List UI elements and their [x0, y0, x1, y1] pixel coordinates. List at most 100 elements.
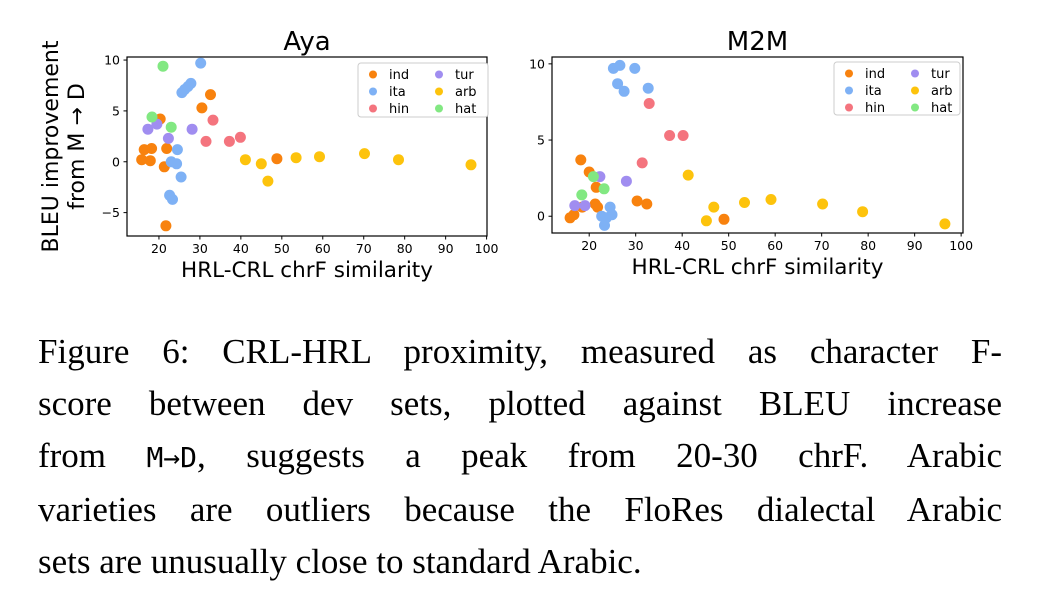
- x-tick-label: 90: [438, 241, 454, 256]
- y-tick-label: −5: [102, 205, 120, 220]
- x-tick-label: 30: [628, 238, 644, 253]
- data-point-arb: [393, 154, 404, 166]
- y-tick-label: 5: [112, 103, 120, 118]
- caption-text: varieties are outliers because the FloRe…: [38, 490, 1002, 529]
- data-point-arb: [739, 197, 750, 208]
- data-point-ita: [195, 57, 207, 69]
- legend-marker-ita: [369, 87, 377, 96]
- data-point-hin: [207, 114, 219, 126]
- chart-title: M2M: [727, 27, 788, 57]
- mono-m-to-d: M→D: [146, 441, 198, 474]
- y-tick-label: 5: [537, 133, 545, 148]
- data-point-arb: [765, 194, 777, 205]
- caption-text: score between dev sets, plotted against …: [38, 384, 1002, 423]
- data-point-ita: [614, 59, 626, 71]
- data-point-hin: [643, 98, 655, 109]
- data-point-ind: [144, 155, 156, 167]
- data-point-ita: [599, 219, 610, 231]
- x-tick-label: 40: [674, 238, 690, 253]
- data-point-ita: [175, 171, 187, 183]
- data-point-ita: [618, 85, 630, 97]
- data-point-arb: [939, 218, 951, 230]
- data-point-arb: [465, 159, 477, 171]
- data-point-arb: [359, 148, 370, 160]
- data-point-ind: [205, 89, 216, 101]
- data-point-ind: [161, 143, 173, 154]
- data-point-arb: [255, 158, 267, 170]
- data-point-hat: [146, 111, 158, 123]
- data-point-tur: [162, 132, 174, 144]
- legend-marker-hat: [911, 103, 919, 112]
- data-point-tur: [569, 200, 581, 212]
- y-tick-label: 0: [112, 154, 120, 169]
- data-point-arb: [262, 175, 274, 187]
- data-point-hin: [223, 135, 235, 147]
- legend-marker-ind: [369, 70, 377, 79]
- data-point-hat: [598, 183, 610, 195]
- data-point-arb: [857, 206, 869, 218]
- data-point-hin: [664, 130, 676, 141]
- data-point-ind: [146, 143, 158, 154]
- data-point-ind: [641, 198, 653, 210]
- caption-line: Figure 6: CRL-HRL proximity, measured as…: [38, 326, 1002, 378]
- legend-label-ita: ita: [865, 84, 882, 99]
- legend-marker-hat: [435, 104, 443, 113]
- data-point-ind: [568, 209, 580, 221]
- data-point-arb: [314, 151, 325, 163]
- data-point-ita: [612, 78, 624, 90]
- data-point-arb: [239, 154, 251, 166]
- x-axis-label: HRL-CRL chrF similarity: [181, 258, 433, 283]
- legend-label-hin: hin: [865, 101, 885, 116]
- caption-text: from: [38, 436, 147, 475]
- data-point-arb: [700, 215, 712, 227]
- data-point-ind: [136, 154, 148, 166]
- legend-label-tur: tur: [455, 68, 474, 83]
- data-point-ind: [592, 201, 604, 213]
- legend-marker-ind: [845, 69, 853, 78]
- x-tick-label: 100: [949, 238, 973, 253]
- legend-marker-ita: [845, 86, 853, 95]
- x-tick-label: 80: [397, 241, 413, 256]
- caption-text: , suggests a peak from 20-30 chrF. Arabi…: [197, 436, 1002, 475]
- x-tick-label: 50: [274, 241, 290, 256]
- y-tick-label: 0: [537, 209, 545, 224]
- data-point-ind: [718, 213, 730, 225]
- x-tick-label: 70: [356, 241, 372, 256]
- data-point-ind: [631, 195, 643, 207]
- data-point-hat: [576, 189, 588, 201]
- chart-title: Aya: [283, 27, 330, 57]
- x-tick-label: 40: [233, 241, 249, 256]
- y-tick-label: 10: [529, 56, 545, 71]
- data-point-ita: [642, 82, 654, 94]
- x-tick-label: 60: [767, 238, 783, 253]
- legend-marker-arb: [435, 87, 443, 96]
- y-axis-label-line: from M → D: [65, 83, 90, 210]
- caption-line: sets are unusually close to standard Ara…: [38, 536, 1002, 588]
- data-point-arb: [682, 169, 694, 181]
- data-point-hin: [234, 131, 246, 143]
- data-point-ita: [185, 77, 197, 89]
- legend-label-hat: hat: [455, 102, 476, 117]
- legend-marker-tur: [435, 70, 443, 79]
- legend-label-ind: ind: [865, 67, 885, 82]
- legend-box: [833, 61, 961, 116]
- y-tick-label: 10: [104, 53, 120, 68]
- legend-marker-hin: [369, 104, 377, 113]
- x-tick-label: 60: [315, 241, 331, 256]
- legend-marker-arb: [911, 86, 919, 95]
- data-point-ita: [171, 144, 183, 156]
- axes-spines: [126, 56, 488, 237]
- data-point-hat: [587, 171, 599, 183]
- data-point-hin: [200, 135, 212, 147]
- data-point-arb: [290, 152, 302, 164]
- data-point-hin: [677, 130, 689, 141]
- data-point-arb: [817, 198, 829, 210]
- legend-label-ind: ind: [389, 68, 409, 83]
- x-tick-label: 30: [192, 241, 208, 256]
- caption-line: from M→D, suggests a peak from 20-30 chr…: [38, 430, 1002, 484]
- data-point-tur: [142, 123, 154, 135]
- y-axis-label-line: BLEU improvement: [39, 40, 64, 252]
- data-point-ind: [271, 153, 283, 165]
- legend-label-ita: ita: [389, 85, 406, 100]
